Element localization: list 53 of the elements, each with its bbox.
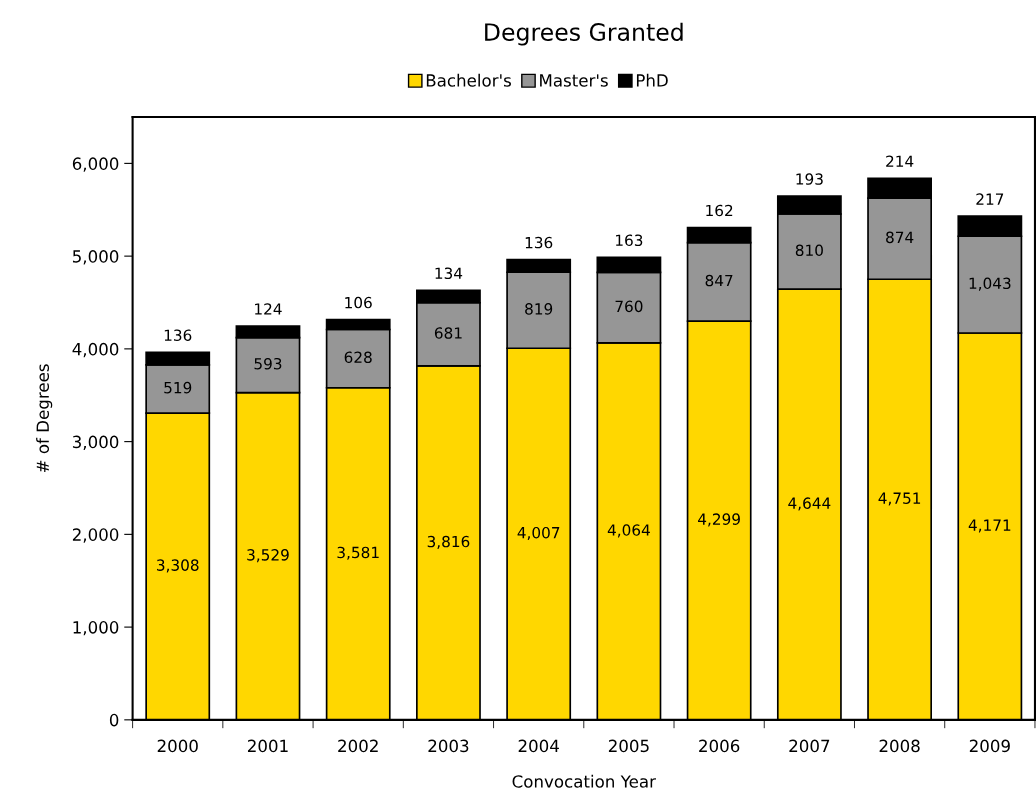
data-label: 1,043 [969,277,1011,291]
data-label: 3,816 [427,535,470,549]
data-label: 136 [525,236,553,249]
data-label: 628 [344,351,372,364]
data-label: 134 [435,267,463,280]
y-tick-label: 4,000 [72,342,119,358]
data-label: 3,529 [247,549,289,563]
x-tick-label: 2008 [879,739,920,753]
data-label: 810 [795,244,823,257]
data-label: 3,581 [337,546,379,560]
data-label: 136 [164,329,192,342]
data-label: 760 [615,300,643,313]
data-label: 593 [254,357,282,370]
x-tick-label: 2002 [338,739,378,753]
y-axis-title: # of Degrees [36,364,53,473]
x-tick-label: 2004 [518,739,559,753]
x-tick-label: 2003 [428,739,469,753]
legend-label: Bachelor's [426,73,511,87]
data-label: 681 [434,327,462,339]
data-label: 4,299 [698,513,740,527]
y-tick-label: 5,000 [72,250,119,265]
x-axis-title: Convocation Year [512,774,656,788]
data-label: 124 [255,303,282,315]
data-label: 4,064 [607,524,650,538]
data-label: 163 [616,234,643,247]
legend-label: Master's [540,74,608,87]
x-tick-label: 2006 [699,739,740,753]
data-label: 4,007 [517,526,560,541]
data-label: 4,171 [968,519,1011,533]
x-tick-label: 2001 [247,739,288,753]
data-label: 217 [976,193,1004,205]
data-label: 4,751 [878,492,921,506]
y-tick-label: 1,000 [73,621,119,636]
data-label: 214 [886,155,914,167]
x-tick-label: 2009 [969,739,1010,753]
data-label: 193 [796,173,823,185]
x-tick-label: 2000 [157,739,198,753]
data-label: 519 [164,381,192,394]
y-tick-label: 2,000 [72,528,119,543]
data-label: 162 [706,204,733,217]
legend-label: PhD [636,73,668,87]
y-tick-label: 0 [109,713,119,727]
data-label: 819 [525,303,553,315]
x-tick-label: 2005 [608,739,649,753]
y-tick-label: 6,000 [72,157,119,172]
y-tick-label: 3,000 [72,435,119,450]
chart-title: Degrees Granted [485,22,683,46]
data-label: 4,644 [788,497,831,511]
data-label: 874 [886,231,914,244]
data-label: 847 [705,274,733,287]
data-label: 106 [345,296,372,309]
x-tick-label: 2007 [789,739,830,753]
data-label: 3,308 [157,559,199,573]
